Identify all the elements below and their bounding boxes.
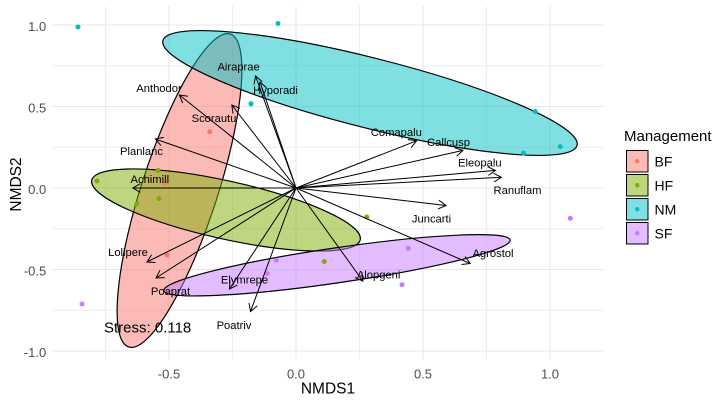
svg-text:Juncarti: Juncarti bbox=[412, 213, 451, 225]
svg-text:Management: Management bbox=[624, 128, 712, 145]
svg-text:0.0: 0.0 bbox=[287, 367, 305, 382]
svg-text:Callcusp: Callcusp bbox=[427, 137, 470, 149]
svg-text:Achimill: Achimill bbox=[131, 174, 170, 186]
svg-text:0.0: 0.0 bbox=[28, 182, 46, 197]
svg-text:Planlanc: Planlanc bbox=[120, 146, 163, 158]
svg-text:-0.5: -0.5 bbox=[24, 264, 46, 279]
svg-text:-1.0: -1.0 bbox=[24, 345, 46, 360]
svg-text:Hyporadi: Hyporadi bbox=[253, 85, 298, 97]
svg-text:Poatriv: Poatriv bbox=[217, 320, 252, 332]
svg-text:Alopgeni: Alopgeni bbox=[357, 269, 401, 281]
svg-text:Anthodor: Anthodor bbox=[136, 83, 182, 95]
svg-text:NM: NM bbox=[655, 201, 677, 217]
svg-text:1.0: 1.0 bbox=[541, 367, 559, 382]
svg-text:Stress: 0.118: Stress: 0.118 bbox=[104, 320, 191, 337]
svg-text:NMDS1: NMDS1 bbox=[301, 381, 355, 398]
svg-text:Poaprat: Poaprat bbox=[151, 286, 191, 298]
svg-text:-0.5: -0.5 bbox=[158, 367, 180, 382]
svg-text:Elymrepe: Elymrepe bbox=[221, 275, 268, 287]
svg-text:HF: HF bbox=[655, 177, 674, 193]
svg-text:Eleopalu: Eleopalu bbox=[458, 157, 502, 169]
svg-text:0.5: 0.5 bbox=[28, 101, 46, 116]
svg-text:Agrostol: Agrostol bbox=[472, 248, 513, 260]
svg-text:Lolipere: Lolipere bbox=[108, 247, 148, 259]
svg-text:SF: SF bbox=[655, 225, 673, 241]
svg-text:NMDS2: NMDS2 bbox=[8, 157, 25, 211]
svg-text:1.0: 1.0 bbox=[28, 19, 46, 34]
svg-text:Scorautu: Scorautu bbox=[192, 113, 237, 125]
svg-text:Airaprae: Airaprae bbox=[217, 62, 259, 74]
svg-text:Ranuflam: Ranuflam bbox=[494, 185, 542, 197]
svg-text:BF: BF bbox=[655, 153, 673, 169]
svg-text:Comapalu: Comapalu bbox=[371, 127, 422, 139]
svg-text:0.5: 0.5 bbox=[414, 367, 432, 382]
